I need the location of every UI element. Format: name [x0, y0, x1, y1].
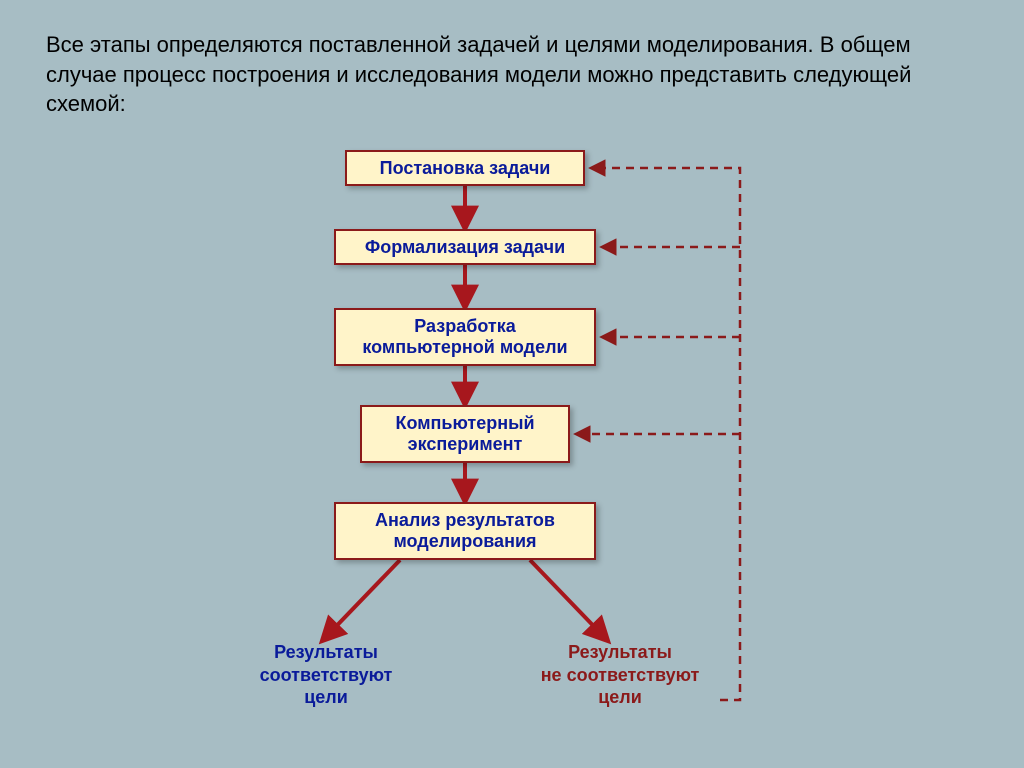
flow-node-label: Компьютерный эксперимент [362, 413, 568, 455]
flow-node-n3: Разработка компьютерной модели [334, 308, 596, 366]
flow-node-n5: Анализ результатов моделирования [334, 502, 596, 560]
flow-node-label: Постановка задачи [347, 158, 583, 179]
flow-node-label: Формализация задачи [336, 237, 594, 258]
intro-text: Все этапы определяются поставленной зада… [46, 32, 911, 116]
intro-paragraph: Все этапы определяются поставленной зада… [46, 30, 956, 119]
result-r-ok: Результаты соответствуют цели [236, 641, 416, 709]
flow-node-n1: Постановка задачи [345, 150, 585, 186]
flow-node-label: Анализ результатов моделирования [336, 510, 594, 552]
arrow-dashed [591, 168, 740, 700]
diagram-canvas: Все этапы определяются поставленной зада… [0, 0, 1024, 768]
flow-node-label: Разработка компьютерной модели [336, 316, 594, 358]
flow-node-n4: Компьютерный эксперимент [360, 405, 570, 463]
result-r-bad: Результаты не соответствуют цели [520, 641, 720, 709]
arrow-solid [530, 560, 608, 641]
arrow-solid [322, 560, 400, 641]
flow-node-n2: Формализация задачи [334, 229, 596, 265]
